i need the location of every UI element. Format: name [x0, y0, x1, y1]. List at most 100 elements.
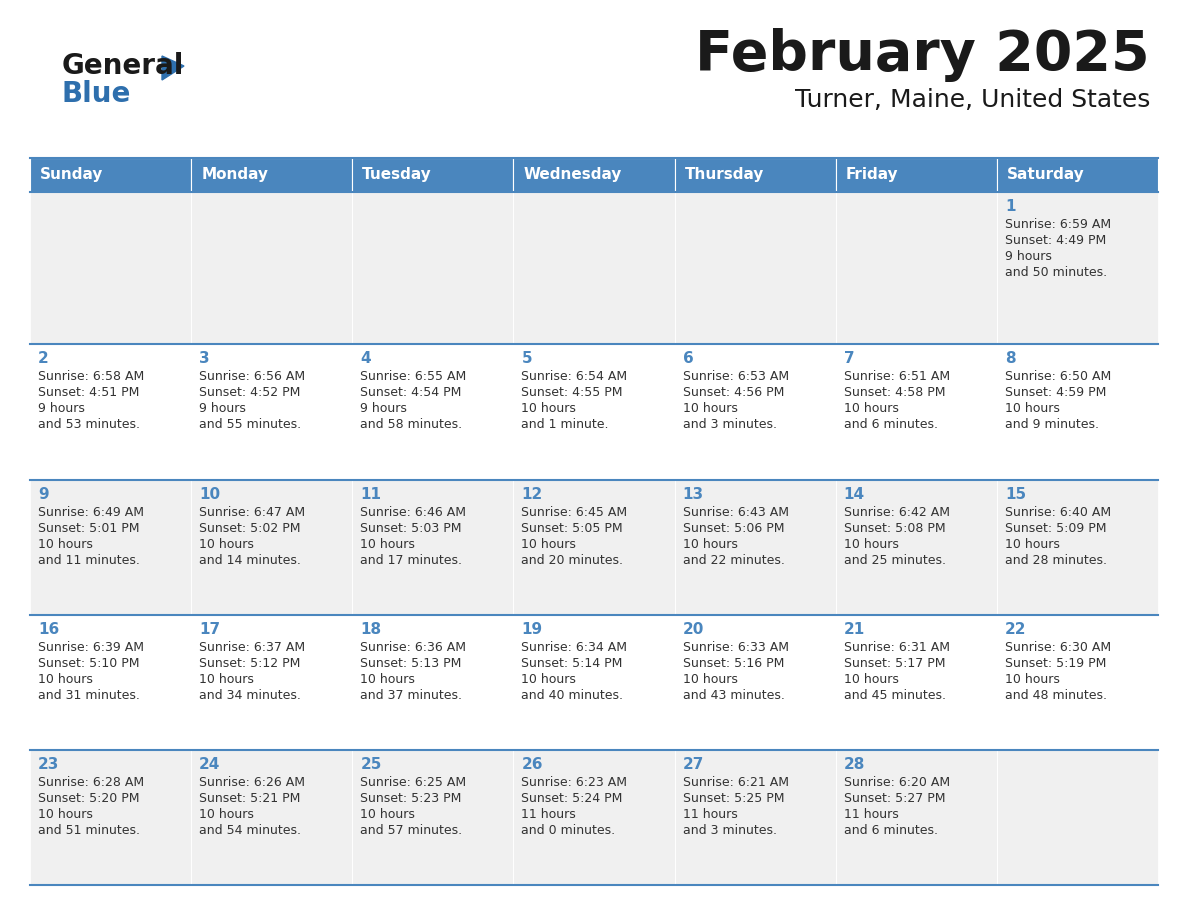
Text: 25: 25 [360, 756, 381, 772]
Text: Sunrise: 6:53 AM: Sunrise: 6:53 AM [683, 371, 789, 384]
Text: and 17 minutes.: and 17 minutes. [360, 554, 462, 566]
Text: Sunset: 4:58 PM: Sunset: 4:58 PM [843, 386, 946, 399]
Text: 10 hours: 10 hours [843, 673, 898, 686]
Text: Sunrise: 6:43 AM: Sunrise: 6:43 AM [683, 506, 789, 519]
Text: 10 hours: 10 hours [360, 673, 415, 686]
Text: Monday: Monday [201, 167, 268, 183]
Bar [513, 192, 675, 344]
Text: 26: 26 [522, 756, 543, 772]
Text: 16: 16 [38, 621, 59, 637]
Bar [997, 615, 1158, 750]
Text: and 3 minutes.: and 3 minutes. [683, 823, 777, 837]
Text: 10 hours: 10 hours [38, 673, 93, 686]
Bar [675, 344, 835, 479]
Bar [191, 750, 353, 885]
Text: Saturday: Saturday [1007, 167, 1085, 183]
Text: Sunset: 5:20 PM: Sunset: 5:20 PM [38, 792, 139, 805]
Text: and 9 minutes.: and 9 minutes. [1005, 419, 1099, 431]
Text: Sunset: 5:21 PM: Sunset: 5:21 PM [200, 792, 301, 805]
Text: Sunset: 5:09 PM: Sunset: 5:09 PM [1005, 521, 1106, 534]
Text: and 3 minutes.: and 3 minutes. [683, 419, 777, 431]
Text: 10 hours: 10 hours [683, 673, 738, 686]
Text: Wednesday: Wednesday [524, 167, 621, 183]
Text: 10 hours: 10 hours [522, 402, 576, 416]
Text: Sunset: 4:59 PM: Sunset: 4:59 PM [1005, 386, 1106, 399]
Bar [353, 158, 513, 192]
Text: 11 hours: 11 hours [843, 808, 898, 821]
Text: Sunrise: 6:59 AM: Sunrise: 6:59 AM [1005, 218, 1111, 231]
Text: and 53 minutes.: and 53 minutes. [38, 419, 140, 431]
Bar [353, 479, 513, 615]
Text: 14: 14 [843, 487, 865, 501]
Bar [835, 158, 997, 192]
Text: Sunset: 5:03 PM: Sunset: 5:03 PM [360, 521, 462, 534]
Text: and 1 minute.: and 1 minute. [522, 419, 609, 431]
Text: 11 hours: 11 hours [522, 808, 576, 821]
Text: Sunrise: 6:37 AM: Sunrise: 6:37 AM [200, 641, 305, 654]
Text: Sunset: 4:51 PM: Sunset: 4:51 PM [38, 386, 139, 399]
Bar [997, 192, 1158, 344]
Text: 20: 20 [683, 621, 704, 637]
Text: Sunrise: 6:28 AM: Sunrise: 6:28 AM [38, 776, 144, 789]
Text: Sunrise: 6:45 AM: Sunrise: 6:45 AM [522, 506, 627, 519]
Bar [675, 192, 835, 344]
Text: Sunrise: 6:46 AM: Sunrise: 6:46 AM [360, 506, 466, 519]
Text: 8: 8 [1005, 352, 1016, 366]
Bar [513, 158, 675, 192]
Text: and 20 minutes.: and 20 minutes. [522, 554, 624, 566]
Text: Sunset: 4:54 PM: Sunset: 4:54 PM [360, 386, 462, 399]
Text: and 45 minutes.: and 45 minutes. [843, 688, 946, 701]
Text: 10 hours: 10 hours [200, 673, 254, 686]
Text: Sunrise: 6:30 AM: Sunrise: 6:30 AM [1005, 641, 1111, 654]
Text: February 2025: February 2025 [695, 28, 1150, 82]
Text: 13: 13 [683, 487, 703, 501]
Text: Blue: Blue [62, 80, 132, 108]
Text: 4: 4 [360, 352, 371, 366]
Text: and 34 minutes.: and 34 minutes. [200, 688, 301, 701]
Text: Sunrise: 6:34 AM: Sunrise: 6:34 AM [522, 641, 627, 654]
Text: and 6 minutes.: and 6 minutes. [843, 419, 937, 431]
Text: Sunday: Sunday [40, 167, 103, 183]
Bar [191, 615, 353, 750]
Text: Sunrise: 6:55 AM: Sunrise: 6:55 AM [360, 371, 467, 384]
Text: 10 hours: 10 hours [1005, 538, 1060, 551]
Text: and 43 minutes.: and 43 minutes. [683, 688, 784, 701]
Text: and 6 minutes.: and 6 minutes. [843, 823, 937, 837]
Bar [835, 615, 997, 750]
Bar [513, 344, 675, 479]
Text: Tuesday: Tuesday [362, 167, 432, 183]
Text: Sunrise: 6:33 AM: Sunrise: 6:33 AM [683, 641, 789, 654]
Text: 28: 28 [843, 756, 865, 772]
Text: Sunset: 5:16 PM: Sunset: 5:16 PM [683, 656, 784, 670]
Text: Sunset: 4:55 PM: Sunset: 4:55 PM [522, 386, 623, 399]
Text: Friday: Friday [846, 167, 898, 183]
Text: and 50 minutes.: and 50 minutes. [1005, 266, 1107, 279]
Text: Sunset: 4:52 PM: Sunset: 4:52 PM [200, 386, 301, 399]
Text: Sunset: 5:13 PM: Sunset: 5:13 PM [360, 656, 462, 670]
Bar [835, 192, 997, 344]
Text: Sunset: 5:06 PM: Sunset: 5:06 PM [683, 521, 784, 534]
Text: Sunrise: 6:51 AM: Sunrise: 6:51 AM [843, 371, 950, 384]
Text: Sunset: 5:19 PM: Sunset: 5:19 PM [1005, 656, 1106, 670]
Polygon shape [162, 56, 184, 80]
Bar [675, 158, 835, 192]
Bar [191, 192, 353, 344]
Text: Sunrise: 6:42 AM: Sunrise: 6:42 AM [843, 506, 949, 519]
Text: and 51 minutes.: and 51 minutes. [38, 823, 140, 837]
Text: Sunset: 4:49 PM: Sunset: 4:49 PM [1005, 234, 1106, 247]
Text: 21: 21 [843, 621, 865, 637]
Text: 6: 6 [683, 352, 694, 366]
Text: 10 hours: 10 hours [38, 808, 93, 821]
Text: Sunset: 5:02 PM: Sunset: 5:02 PM [200, 521, 301, 534]
Text: 15: 15 [1005, 487, 1026, 501]
Text: 19: 19 [522, 621, 543, 637]
Text: and 54 minutes.: and 54 minutes. [200, 823, 301, 837]
Text: and 22 minutes.: and 22 minutes. [683, 554, 784, 566]
Text: Sunset: 5:14 PM: Sunset: 5:14 PM [522, 656, 623, 670]
Text: Thursday: Thursday [684, 167, 764, 183]
Text: 18: 18 [360, 621, 381, 637]
Text: 2: 2 [38, 352, 49, 366]
Bar [353, 615, 513, 750]
Bar [513, 479, 675, 615]
Bar [353, 750, 513, 885]
